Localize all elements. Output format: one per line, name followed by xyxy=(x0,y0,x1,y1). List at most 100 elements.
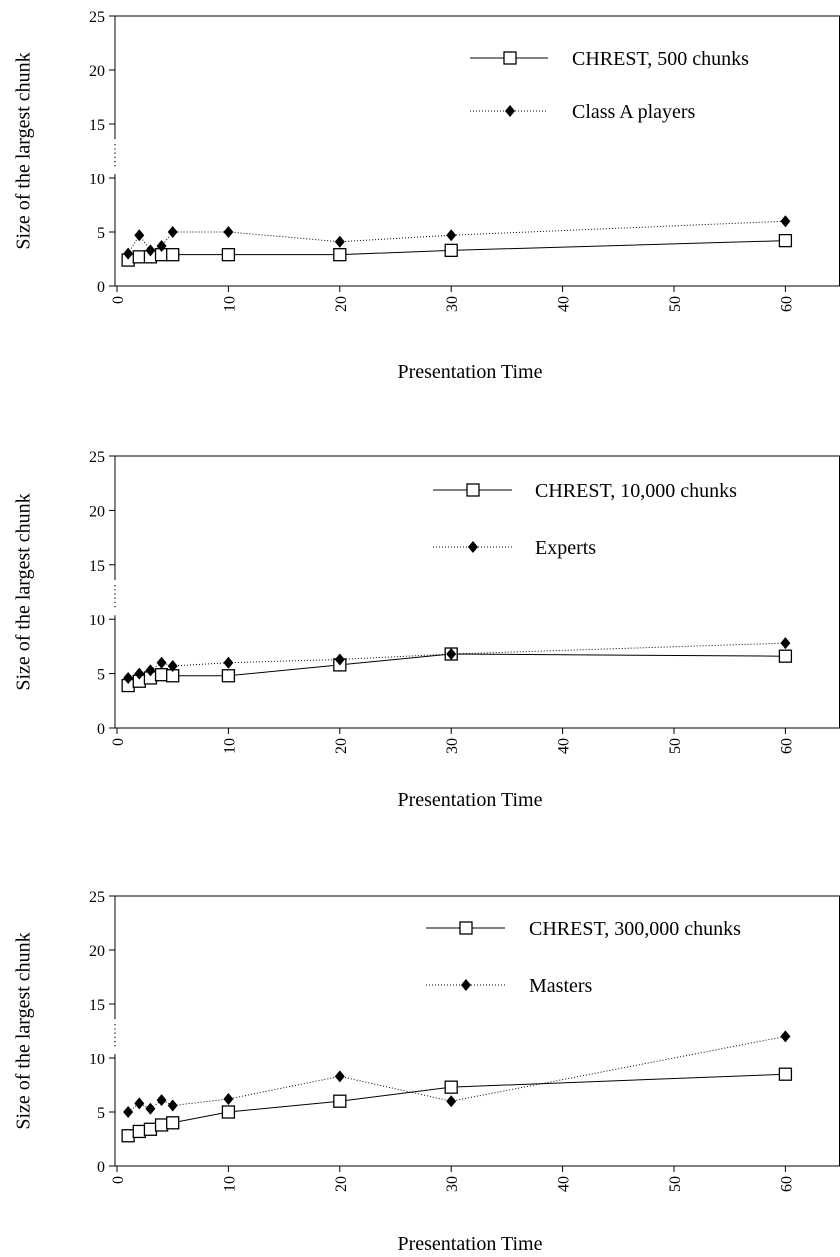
series-model xyxy=(121,647,793,693)
series-model xyxy=(121,233,793,267)
data-point xyxy=(156,1094,167,1107)
x-tick-label: 40 xyxy=(556,1176,573,1192)
legend-diamond-marker xyxy=(505,105,515,117)
data-point xyxy=(334,235,345,248)
chart-panel-3: 0 5 10 15 20 25 0 10 20 30 40 50 60 Size of the large… xyxy=(13,889,840,1255)
y-tick-label: 0 xyxy=(97,279,105,296)
y-tick-label: 15 xyxy=(89,997,105,1014)
x-tick-label: 0 xyxy=(110,738,127,746)
x-tick-label: 30 xyxy=(444,296,461,312)
legend: CHREST, 500 chunks Class A players xyxy=(470,48,749,123)
data-point xyxy=(143,1122,158,1136)
y-tick-label: 0 xyxy=(97,721,105,738)
y-tick-label: 25 xyxy=(89,9,105,26)
legend-diamond-marker xyxy=(461,979,471,991)
data-point xyxy=(134,1097,145,1110)
data-point xyxy=(444,1080,458,1094)
y-tick-label: 15 xyxy=(89,558,105,575)
legend-label: CHREST, 300,000 chunks xyxy=(529,918,741,940)
data-point xyxy=(154,1118,169,1132)
series-human xyxy=(123,215,791,260)
series-human xyxy=(123,637,791,684)
data-point xyxy=(780,215,791,228)
data-point xyxy=(778,1067,793,1081)
legend-square-marker xyxy=(466,483,480,497)
x-tick-label: 30 xyxy=(444,1176,461,1192)
legend-diamond-marker xyxy=(468,541,478,553)
data-point xyxy=(132,250,146,264)
x-tick-label: 60 xyxy=(778,296,795,312)
legend: CHREST, 300,000 chunks Masters xyxy=(426,918,741,997)
legend-label: Masters xyxy=(529,975,593,997)
y-tick-label: 20 xyxy=(89,943,105,960)
y-tick-label: 5 xyxy=(97,225,105,242)
data-point xyxy=(778,233,793,248)
data-point xyxy=(134,229,145,242)
data-point xyxy=(121,1129,135,1143)
x-tick-label: 20 xyxy=(333,1176,350,1192)
data-point xyxy=(145,664,156,677)
data-point xyxy=(134,667,145,680)
series-line xyxy=(127,1035,786,1113)
y-tick-label: 10 xyxy=(89,171,105,188)
x-tick-label: 10 xyxy=(221,1176,238,1192)
data-point xyxy=(778,649,793,663)
y-tick-label: 5 xyxy=(97,1105,105,1122)
legend-label: Class A players xyxy=(572,101,696,123)
x-axis-title: Presentation Time xyxy=(397,789,542,811)
x-tick-label: 40 xyxy=(556,296,573,312)
y-tick-label: 15 xyxy=(89,117,105,134)
data-point xyxy=(123,671,134,684)
data-point xyxy=(145,244,156,257)
x-tick-label: 40 xyxy=(556,738,573,754)
data-point xyxy=(123,247,134,260)
x-tick-label: 50 xyxy=(667,738,684,754)
x-tick-label: 0 xyxy=(110,296,127,304)
data-point xyxy=(780,1030,791,1043)
legend-label: CHREST, 10,000 chunks xyxy=(535,480,737,502)
y-tick-label: 10 xyxy=(89,1051,105,1068)
series-human xyxy=(123,1030,791,1118)
data-point xyxy=(334,653,345,666)
data-point xyxy=(334,1070,345,1083)
x-tick-label: 20 xyxy=(333,738,350,754)
y-axis-title: Size of the largest chunk xyxy=(13,493,35,690)
data-point xyxy=(444,243,458,258)
x-tick-label: 50 xyxy=(667,296,684,312)
legend-label: CHREST, 500 chunks xyxy=(572,48,749,70)
data-point xyxy=(221,248,236,262)
data-point xyxy=(446,1095,457,1108)
data-point xyxy=(333,1094,347,1108)
x-tick-label: 50 xyxy=(667,1176,684,1192)
y-axis-title: Size of the largest chunk xyxy=(13,52,35,249)
data-point xyxy=(166,248,180,262)
data-point xyxy=(333,248,347,262)
y-tick-label: 10 xyxy=(89,612,105,629)
legend-square-marker xyxy=(503,51,517,65)
data-point xyxy=(221,669,236,683)
x-axis-title: Presentation Time xyxy=(397,361,542,383)
chart-panel-2: 0 5 10 15 20 25 0 10 20 30 40 50 60 Size of the large… xyxy=(13,449,840,811)
legend-square-marker xyxy=(459,921,473,935)
y-axis-title: Size of the largest chunk xyxy=(13,932,35,1129)
data-point xyxy=(167,226,178,238)
series-line xyxy=(127,220,786,254)
data-point xyxy=(154,668,169,682)
data-point xyxy=(223,226,234,238)
y-tick-label: 0 xyxy=(97,1159,105,1176)
chart-panel-1: 0 5 10 15 20 25 0 10 20 30 40 50 60 Size of the large… xyxy=(13,9,840,383)
y-tick-label: 20 xyxy=(89,503,105,520)
y-tick-label: 25 xyxy=(89,889,105,906)
x-axis-title: Presentation Time xyxy=(397,1233,542,1255)
data-point xyxy=(123,1106,134,1118)
data-point xyxy=(223,1093,234,1106)
data-point xyxy=(132,1124,146,1139)
y-tick-label: 20 xyxy=(89,63,105,80)
data-point xyxy=(446,648,457,661)
x-tick-label: 10 xyxy=(221,296,238,312)
x-tick-label: 60 xyxy=(778,1176,795,1192)
y-tick-label: 5 xyxy=(97,667,105,684)
data-point xyxy=(167,1099,178,1112)
data-point xyxy=(223,656,234,669)
